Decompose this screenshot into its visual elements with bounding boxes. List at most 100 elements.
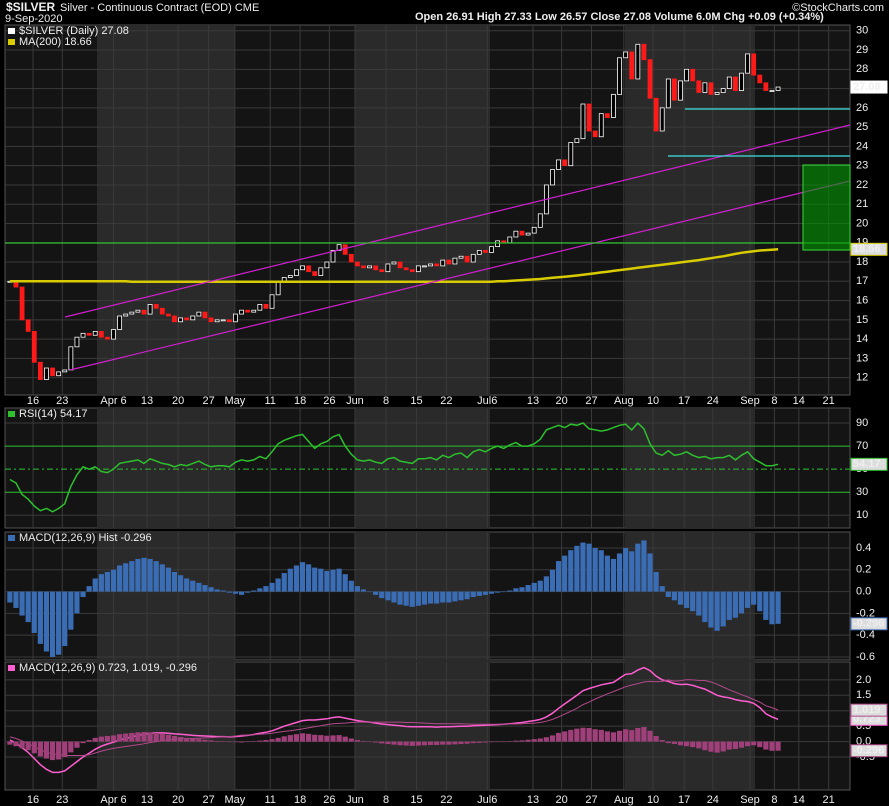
x-tick-label: 11	[264, 395, 275, 407]
histogram-bar	[348, 738, 354, 742]
x-tick-label: 15	[410, 395, 422, 407]
histogram-bar	[458, 591, 464, 601]
candle	[19, 286, 25, 321]
histogram-bar	[452, 591, 458, 602]
value-box	[850, 80, 888, 94]
histogram-bar	[275, 737, 281, 742]
histogram-bar	[549, 735, 556, 742]
histogram-bar	[293, 734, 300, 742]
x-tick-label: 21	[823, 794, 835, 806]
histogram-bar	[342, 736, 348, 742]
histogram-bar	[324, 735, 330, 742]
candle	[458, 255, 464, 259]
candle	[287, 275, 293, 278]
source: ©StockCharts.com	[792, 2, 884, 14]
candle	[294, 269, 299, 276]
histogram-bar	[592, 729, 598, 742]
histogram-bar	[440, 591, 446, 603]
x-tick-label: 14	[793, 794, 805, 806]
marks	[7, 666, 781, 774]
histogram-bar	[763, 741, 769, 750]
candle	[92, 331, 98, 336]
histogram-bar	[586, 543, 592, 592]
histogram-bar	[80, 741, 86, 744]
y-tick-label: 15	[856, 314, 868, 326]
last-value: 1.019	[853, 704, 881, 716]
candle	[592, 130, 598, 138]
histogram-bar	[769, 591, 775, 625]
candle	[708, 82, 714, 95]
histogram-bar	[507, 590, 513, 592]
y-tick-label: 12	[856, 372, 868, 384]
y-tick-label: 0.0	[856, 585, 871, 597]
candle	[147, 304, 153, 315]
histogram-bar	[360, 589, 367, 592]
histogram-bar	[690, 591, 696, 612]
histogram-bar	[720, 591, 726, 627]
histogram-bar	[366, 741, 373, 743]
candle	[269, 294, 275, 309]
y-tick-label: 14	[856, 333, 868, 345]
y-tick-label: 30	[856, 486, 868, 498]
candle	[678, 80, 683, 101]
histogram-bar	[324, 570, 330, 592]
histogram-bar	[263, 740, 269, 742]
histogram-bar	[348, 580, 354, 592]
candle	[611, 93, 616, 118]
y-tick-label: 30	[856, 25, 868, 37]
x-tick-label: 23	[56, 395, 68, 407]
x-tick-label: 8	[383, 395, 389, 407]
value-box	[850, 617, 888, 631]
histogram-bar	[251, 741, 257, 742]
x-tick-label: 8	[771, 395, 777, 407]
candle	[580, 103, 586, 140]
histogram-bar	[177, 575, 184, 592]
histogram-bar	[165, 734, 171, 742]
histogram-bar	[732, 591, 738, 618]
x-tick-label: 8	[771, 794, 777, 806]
histogram-bar	[714, 591, 720, 631]
histogram-bar	[74, 741, 80, 748]
histogram-bar	[574, 545, 580, 592]
candle	[550, 169, 555, 186]
legend-swatch	[8, 665, 15, 671]
last-value: -0.296	[853, 745, 884, 757]
candle	[696, 80, 702, 93]
value-box	[850, 703, 888, 717]
histogram-bar	[434, 591, 440, 604]
candle	[275, 280, 281, 296]
candle	[44, 367, 49, 380]
y-tick-label: 2.0	[856, 674, 871, 686]
legend-label: RSI(14) 54.17	[19, 408, 87, 420]
histogram-bar	[379, 741, 385, 744]
histogram-bar	[757, 741, 763, 748]
histogram-bar	[7, 591, 13, 603]
candle	[483, 250, 488, 253]
candle	[403, 267, 409, 271]
candle	[257, 304, 263, 311]
histogram-bar	[366, 591, 373, 593]
histogram-bar	[501, 591, 507, 593]
histogram-bar	[104, 736, 111, 742]
histogram-bar	[592, 548, 598, 592]
y-tick-label: 90	[856, 417, 868, 429]
value-box	[850, 457, 888, 471]
histogram-bar	[464, 591, 470, 600]
histogram-bar	[738, 591, 745, 614]
value-box	[850, 744, 888, 758]
histogram-bar	[43, 741, 50, 759]
histogram-bar	[427, 591, 434, 604]
histogram-bar	[287, 735, 293, 742]
histogram-bar	[519, 740, 525, 742]
legend-swatch	[8, 28, 15, 34]
histogram-bar	[562, 731, 568, 742]
histogram-bar	[604, 731, 610, 742]
candle	[714, 92, 720, 95]
candle	[74, 336, 80, 348]
histogram-bar	[629, 551, 635, 592]
candle	[635, 43, 641, 80]
x-tick-label: 10	[647, 395, 659, 407]
histogram-bar	[354, 740, 360, 742]
y-tick-label: 70	[856, 440, 868, 452]
candle	[233, 313, 238, 323]
